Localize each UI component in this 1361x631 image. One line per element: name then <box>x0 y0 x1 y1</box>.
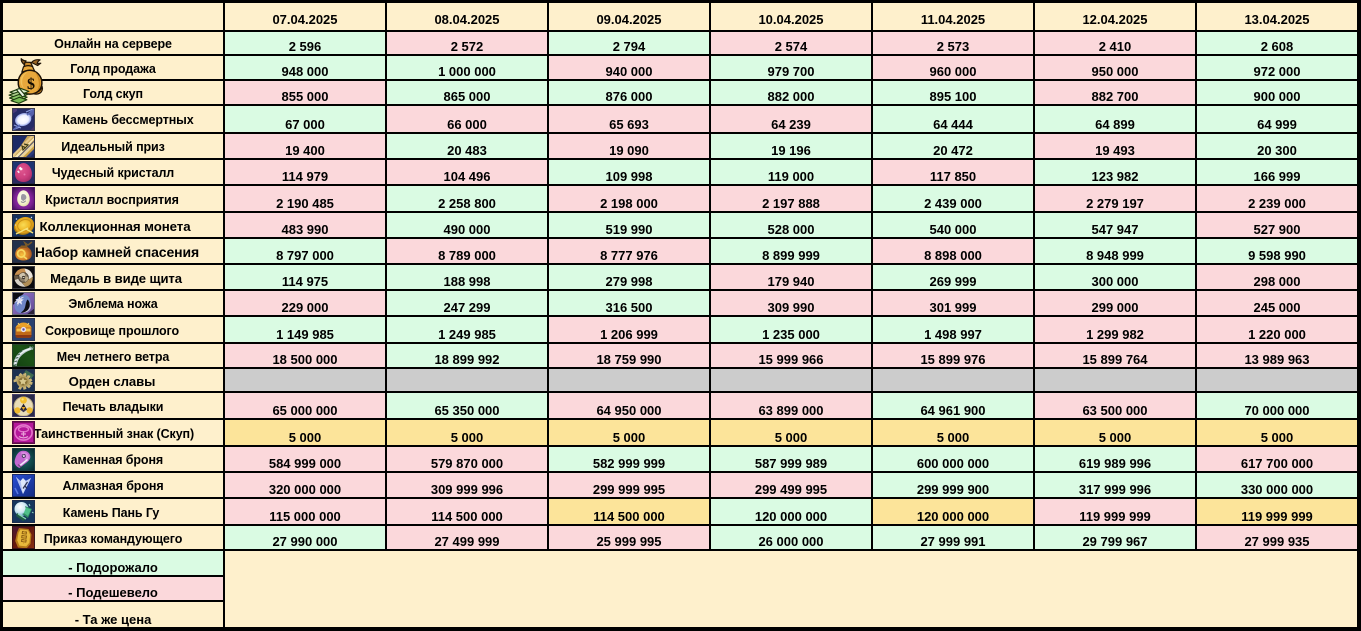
svg-text:$: $ <box>27 76 35 93</box>
